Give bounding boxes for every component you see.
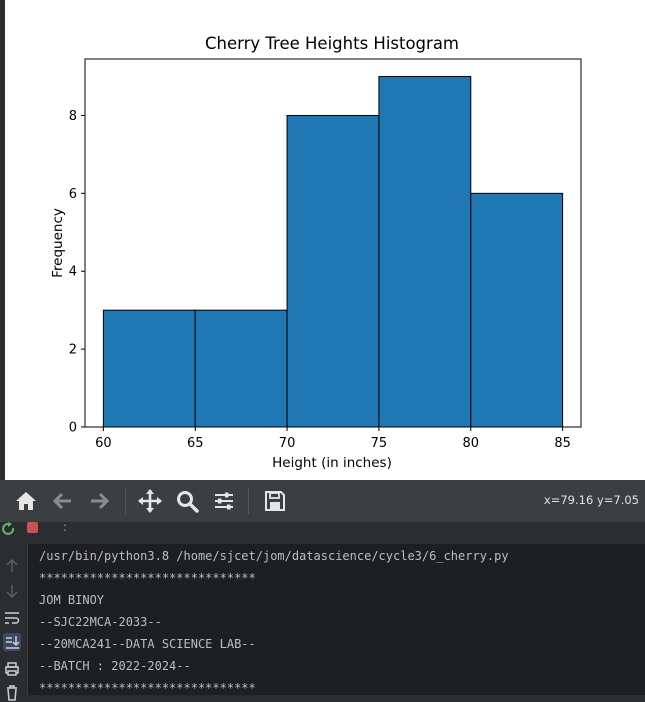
plot-area-frame [84, 58, 582, 428]
x-tick-label: 65 [187, 436, 204, 451]
navigation-toolbar: x=79.16 y=7.05 [0, 480, 645, 522]
more-options-icon[interactable]: : [63, 520, 68, 534]
zoom-button[interactable] [171, 485, 203, 517]
back-button[interactable] [47, 485, 79, 517]
toolbar-separator [125, 488, 126, 514]
console-output-line: --20MCA241--DATA SCIENCE LAB-- [39, 637, 256, 651]
up-arrow-icon[interactable] [3, 557, 21, 575]
save-icon [265, 491, 285, 511]
pan-icon [138, 489, 162, 513]
histogram-bar [286, 114, 380, 428]
console-output-line: ****************************** [39, 571, 256, 585]
y-tick-label: 6 [69, 187, 77, 202]
x-tick-label: 75 [371, 436, 388, 451]
forward-button[interactable] [83, 485, 115, 517]
print-icon[interactable] [3, 660, 21, 678]
console-output-line: ****************************** [39, 681, 256, 695]
matplotlib-figure-window: Cherry Tree Heights Histogram 60 65 70 75 80… [5, 0, 645, 480]
figure-canvas[interactable]: Cherry Tree Heights Histogram 60 65 70 75 80… [5, 0, 645, 480]
y-tick-label: 4 [69, 265, 77, 280]
pan-button[interactable] [134, 485, 166, 517]
y-tick-label: 0 [69, 421, 77, 436]
cursor-coordinates-readout: x=79.16 y=7.05 [543, 493, 639, 507]
configure-subplots-button[interactable] [208, 485, 240, 517]
histogram-chart: Cherry Tree Heights Histogram 60 65 70 75 80… [50, 34, 582, 471]
home-button[interactable] [10, 485, 42, 517]
down-arrow-icon[interactable] [3, 582, 21, 600]
x-tick-label: 85 [554, 436, 571, 451]
histogram-bar [378, 76, 472, 428]
soft-wrap-icon[interactable] [3, 609, 21, 627]
chart-title: Cherry Tree Heights Histogram [205, 34, 459, 53]
x-tick-label: 80 [463, 436, 480, 451]
stop-icon[interactable] [26, 522, 40, 535]
y-tick-label: 2 [69, 343, 77, 358]
histogram-bar [194, 309, 288, 428]
y-tick-label: 8 [69, 109, 77, 124]
histogram-bar [470, 192, 564, 428]
console-output-line: --SJC22MCA-2033-- [39, 615, 162, 629]
forward-arrow-icon [91, 492, 110, 510]
y-axis-label: Frequency [50, 208, 66, 278]
x-tick-label: 70 [279, 436, 296, 451]
clear-all-icon[interactable] [3, 684, 21, 702]
console-output-line: --BATCH : 2022-2024-- [39, 659, 191, 673]
home-icon [16, 492, 36, 510]
save-button[interactable] [259, 485, 291, 517]
console-command-line: /usr/bin/python3.8 /home/sjcet/jom/datas… [39, 549, 509, 563]
console-side-toolbar [0, 544, 28, 701]
back-arrow-icon [52, 492, 71, 510]
zoom-icon [177, 491, 199, 513]
run-console-output[interactable]: /usr/bin/python3.8 /home/sjcet/jom/datas… [28, 544, 645, 695]
x-tick-label: 60 [95, 436, 112, 451]
rerun-icon[interactable] [2, 522, 16, 536]
scroll-to-end-icon[interactable] [3, 633, 21, 651]
configure-subplots-icon [215, 492, 233, 510]
histogram-bar [102, 309, 196, 428]
console-output-line: JOM BINOY [39, 593, 105, 607]
run-console-toolbar: : [0, 520, 645, 545]
toolbar-separator [248, 488, 249, 514]
x-axis-label: Height (in inches) [272, 455, 392, 471]
